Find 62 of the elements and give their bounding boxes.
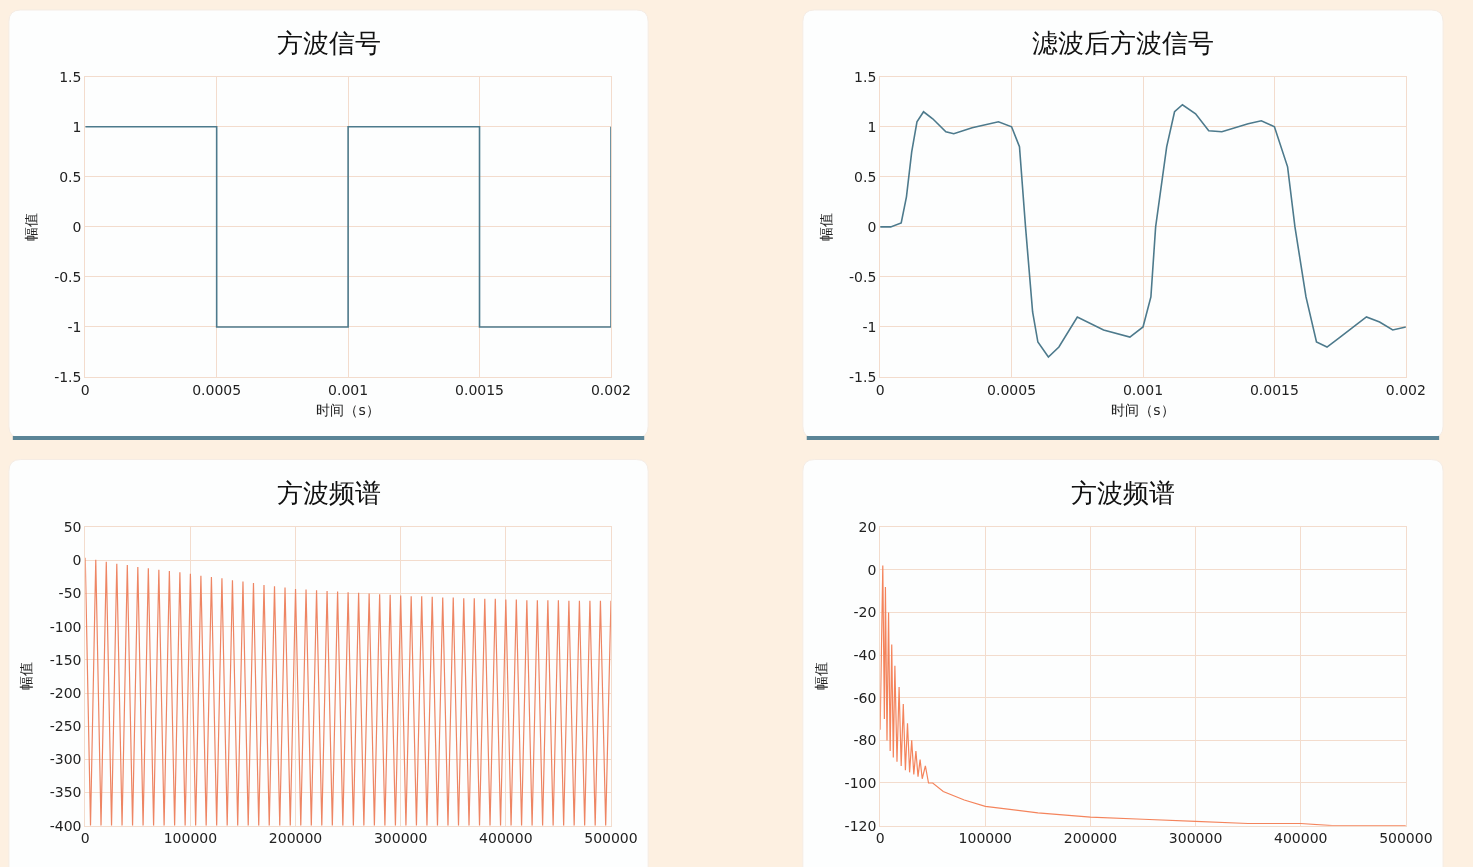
x-tick-label: 0.001 [1122,381,1164,398]
y-tick-label: -0.5 [54,268,82,285]
y-tick-label: 1 [867,118,877,135]
y-tick-label: -60 [853,689,877,706]
y-tick-label: -300 [49,751,82,768]
x-tick-label: 100000 [163,830,218,847]
x-tick-label: 0.001 [328,381,369,398]
x-tick-label: 500000 [584,830,638,847]
y-tick-label: -50 [58,585,82,602]
chart-title: 滤波后方波信号 [1032,28,1214,58]
x-axis-title: 时间（s） [1111,402,1175,419]
y-tick-label: -1 [862,318,877,335]
x-tick-label: 500000 [1379,830,1433,847]
chart-title: 方波频谱 [1071,478,1175,508]
y-tick-label: -1.5 [54,368,82,385]
y-tick-label: -0.5 [849,268,877,285]
y-axis-title: 幅值 [813,662,830,691]
y-axis-title: 幅值 [817,212,834,241]
y-tick-label: 0.5 [59,168,82,185]
y-tick-label: 1.5 [854,68,877,85]
y-tick-label: 0 [72,552,82,569]
y-tick-label: -100 [49,618,82,635]
chart-title: 方波频谱 [277,478,381,508]
y-tick-label: 50 [63,519,82,536]
y-tick-label: -250 [49,718,82,735]
x-tick-label: 0.0015 [455,381,505,398]
y-tick-label: -80 [853,732,877,749]
y-tick-label: -400 [49,817,82,834]
y-axis-title: 幅值 [18,662,35,691]
x-tick-label: 300000 [1168,830,1223,847]
y-tick-label: -40 [853,647,877,664]
x-tick-label: 0.002 [1385,381,1426,398]
y-tick-label: -1.5 [849,368,877,385]
x-tick-label: 0.0005 [987,381,1037,398]
y-tick-label: 20 [858,519,877,536]
y-axis-title: 幅值 [22,212,39,241]
y-tick-label: 0.5 [854,168,877,185]
y-tick-label: -150 [49,651,82,668]
y-tick-label: -120 [844,817,877,834]
y-tick-label: 0 [867,561,877,578]
line-series [880,103,1406,358]
y-tick-label: -20 [853,604,877,621]
y-tick-label: 1.5 [59,68,82,85]
x-tick-label: 200000 [1063,830,1118,847]
chart-title: 方波信号 [277,28,381,58]
y-tick-label: -100 [844,774,877,791]
x-tick-label: 300000 [373,830,428,847]
x-tick-label: 400000 [479,830,533,847]
x-tick-label: 400000 [1274,830,1328,847]
y-tick-label: -200 [49,684,82,701]
x-axis-title: 时间（s） [316,402,380,419]
y-tick-label: -1 [67,318,82,335]
x-tick-label: 200000 [268,830,323,847]
y-tick-label: 1 [72,118,82,135]
y-tick-label: -350 [49,784,82,801]
x-tick-label: 100000 [958,830,1013,847]
y-tick-label: 0 [72,218,82,235]
y-tick-label: 0 [867,218,877,235]
x-tick-label: 0.0005 [192,381,242,398]
x-tick-label: 0.0015 [1249,381,1299,398]
x-tick-label: 0.002 [590,381,631,398]
line-series [85,557,611,826]
